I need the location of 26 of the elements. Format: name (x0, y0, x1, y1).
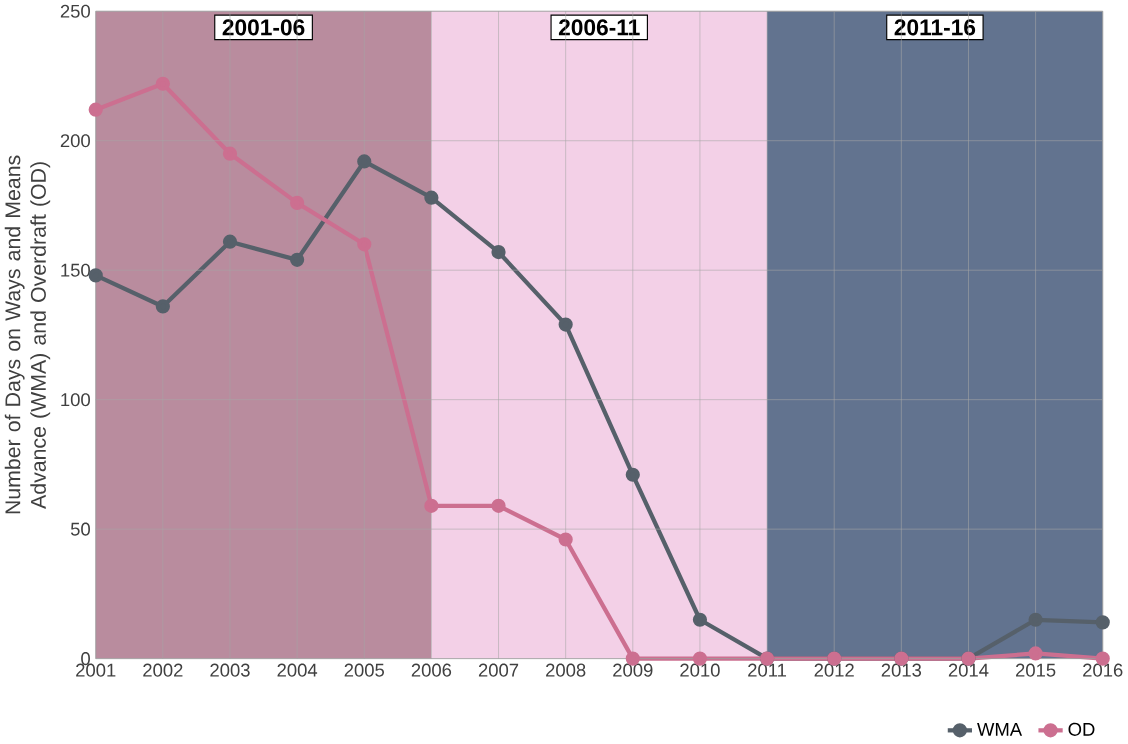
x-tick-label: 2011 (748, 663, 787, 677)
x-tick-label: 2008 (546, 663, 586, 677)
legend-label: WMA (977, 723, 1023, 736)
y-axis-title: Number of Days on Ways and Means Advance (WMA) and Overdraft (OD) (4, 155, 51, 514)
x-tick-label: 2002 (143, 663, 183, 677)
x-tick-label: 2012 (814, 663, 854, 677)
x-tick-label: 2006 (411, 663, 452, 677)
band-label: 2001-06 (222, 19, 305, 36)
band-label: 2011-16 (894, 19, 976, 36)
legend-label: OD (1068, 723, 1095, 737)
x-tick-label: 2004 (277, 663, 318, 677)
x-tick-label: 2003 (210, 663, 250, 677)
y-tick-label: 200 (60, 134, 90, 148)
y-tick-label: 100 (61, 393, 90, 407)
x-tick-label: 2015 (1016, 663, 1056, 677)
y-tick-label: 50 (70, 522, 90, 536)
x-tick-label: 2013 (881, 663, 922, 677)
x-tick-label: 2014 (948, 663, 989, 677)
x-tick-label: 2010 (680, 663, 720, 677)
y-tick-label: 150 (61, 263, 90, 277)
x-tick-label: 2016 (1083, 663, 1123, 677)
x-tick-label: 2005 (344, 663, 385, 677)
x-tick-label: 2009 (613, 663, 653, 677)
band-label: 2006-11 (558, 19, 640, 36)
x-tick-label: 2007 (478, 663, 519, 677)
y-tick-label: 250 (60, 4, 90, 19)
